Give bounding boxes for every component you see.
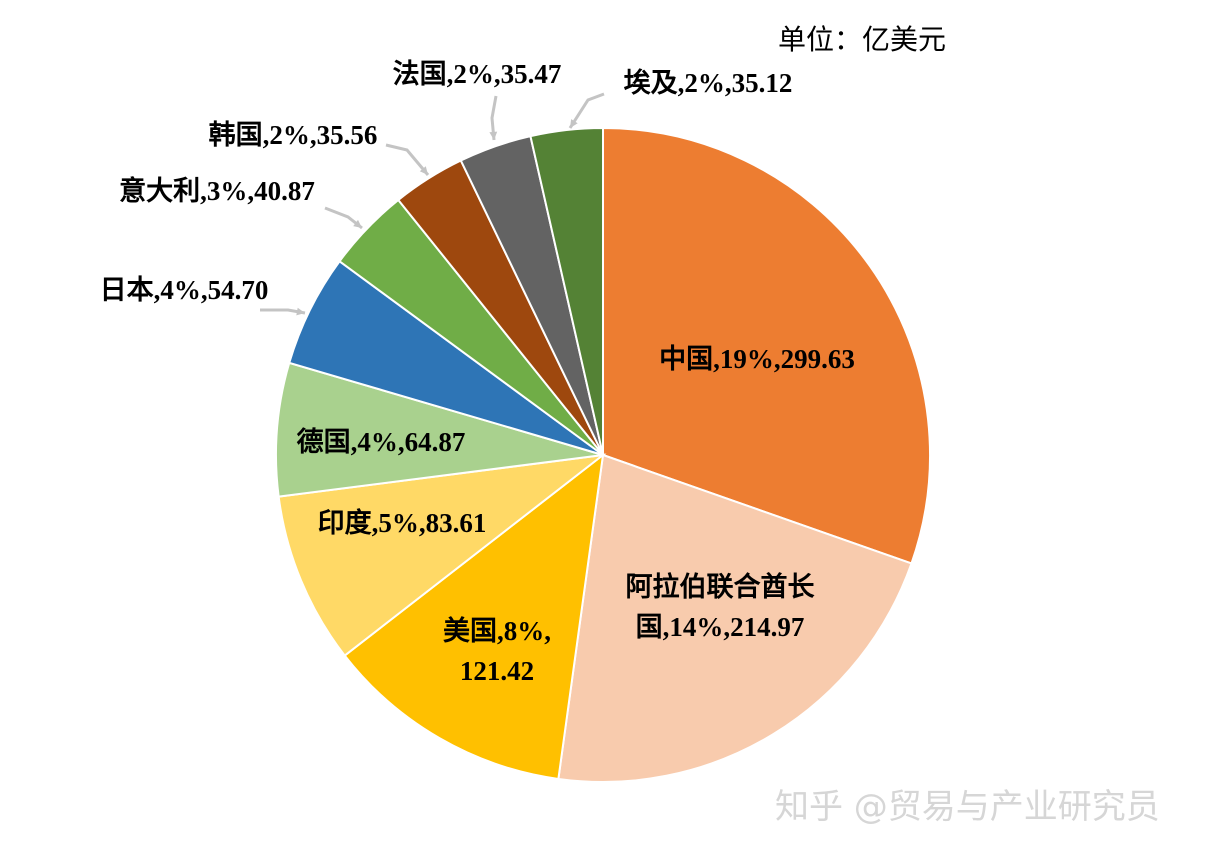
slice-label-line: 韩国,2%,35.56: [209, 120, 378, 150]
slice-label-line: 意大利,3%,40.87: [119, 175, 315, 206]
leader-line-7: [385, 143, 430, 176]
slice-label-7: 韩国,2%,35.56: [209, 120, 378, 150]
leader-arrow-9: [570, 119, 578, 128]
pie-slice-1: [557, 453, 913, 783]
slice-label-line: 德国,4%,64.87: [297, 427, 466, 457]
watermark: 知乎 @贸易与产业研究员: [775, 787, 1160, 827]
slice-label-4: 德国,4%,64.87: [297, 427, 466, 457]
slice-label-2: 美国,8%, 121.42: [443, 615, 551, 686]
slice-label-line: 中国,19%,299.63: [659, 344, 855, 374]
slice-label-9: 埃及,2%,35.12: [624, 68, 793, 98]
slice-label-line: 印度,5%,83.61: [318, 507, 487, 538]
slice-label-line: 国,14%,214.97: [636, 612, 805, 642]
slice-label-line: 日本,4%,54.70: [100, 275, 269, 305]
leader-arrow-8: [489, 131, 498, 140]
unit-label: 单位：亿美元: [778, 24, 946, 56]
leader-arrow-6: [353, 219, 362, 228]
slice-label-line: 阿拉伯联合酋长: [626, 571, 816, 602]
slice-label-0: 中国,19%,299.63: [659, 344, 855, 374]
slice-label-6: 意大利,3%,40.87: [119, 175, 315, 206]
pie-slice-0: [602, 126, 931, 565]
leader-arrow-7: [419, 166, 428, 175]
pie-slice-3: [277, 453, 607, 657]
leader-line-9: [568, 92, 605, 129]
pie-slice-2: [343, 452, 605, 781]
slice-label-1: 阿拉伯联合酋长国,14%,214.97: [626, 571, 816, 642]
data-labels: 中国,19%,299.63 阿拉伯联合酋长国,14%,214.97 美国,8%, 12…: [100, 59, 855, 686]
slice-label-5: 日本,4%,54.70: [100, 275, 269, 305]
slice-label-line: 121.42: [460, 656, 534, 686]
slice-label-8: 法国,2%,35.47: [393, 59, 562, 89]
slice-label-3: 印度,5%,83.61: [318, 507, 487, 538]
slice-label-line: 法国,2%,35.47: [393, 59, 562, 89]
leader-lines: [260, 92, 605, 316]
pie-slices: [275, 126, 931, 783]
leader-arrow-5: [296, 307, 305, 316]
slice-label-line: 埃及,2%,35.12: [624, 68, 793, 98]
pie-slice-9: [529, 126, 604, 456]
slice-label-line: 美国,8%,: [443, 615, 551, 646]
pie-slice-4: [275, 361, 604, 498]
